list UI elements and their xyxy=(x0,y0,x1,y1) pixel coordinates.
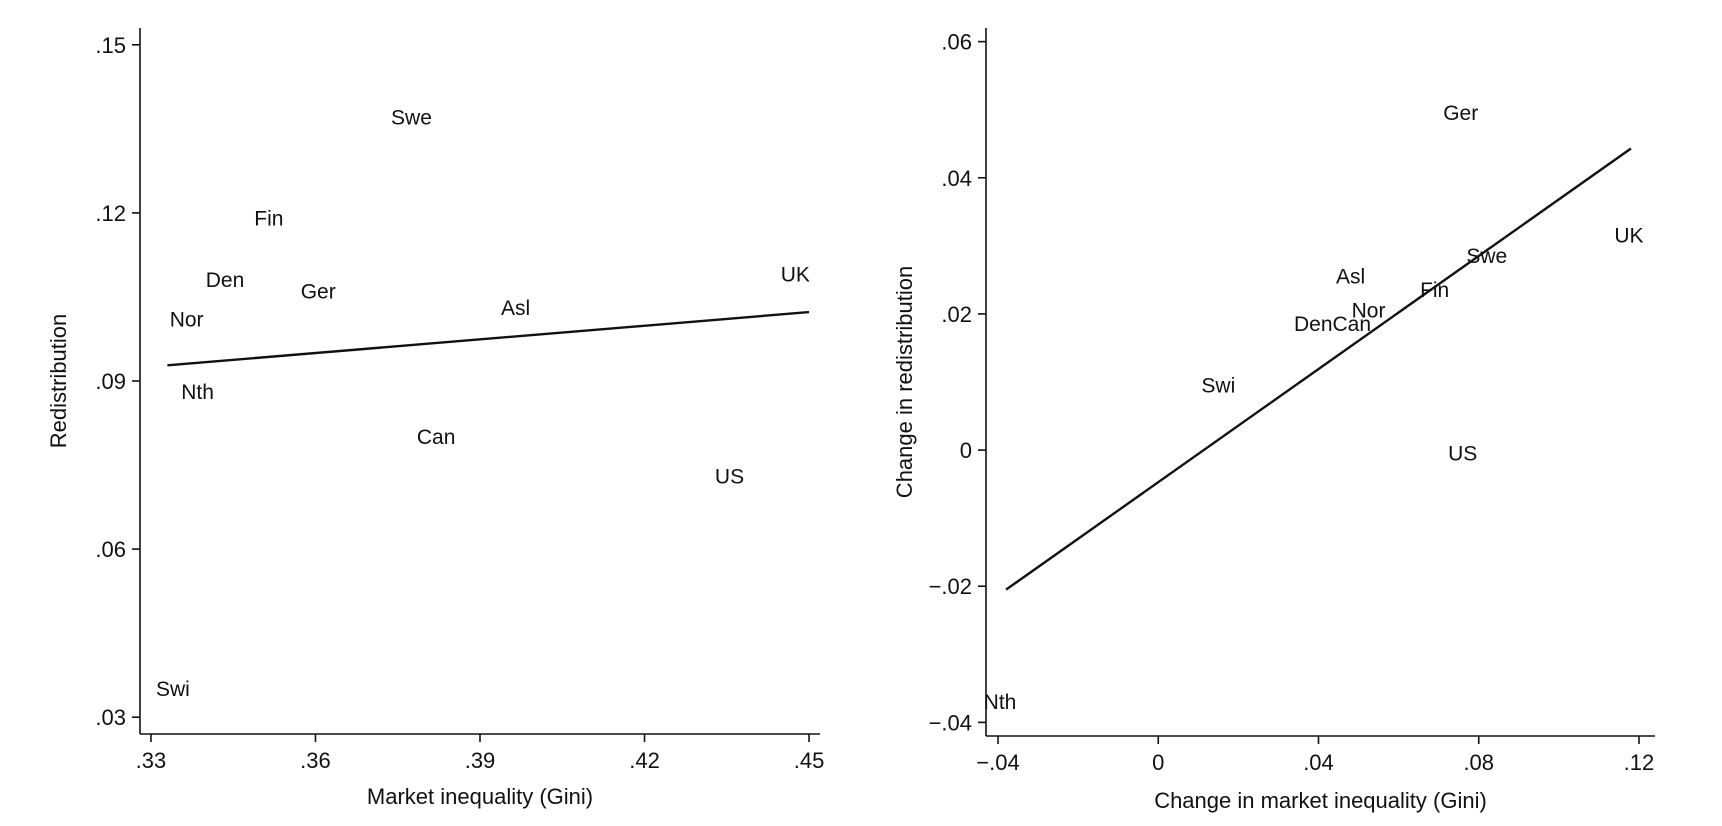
left-x-axis-title: Market inequality (Gini) xyxy=(367,784,593,809)
right-y-tick-label: .06 xyxy=(941,30,972,55)
right-point-swi: Swi xyxy=(1201,374,1235,397)
left-y-tick-label: .03 xyxy=(95,705,126,730)
right-x-tick-label: .04 xyxy=(1303,750,1334,775)
left-y-tick-label: .15 xyxy=(95,33,126,58)
left-point-ger: Ger xyxy=(301,280,336,303)
left-point-can: Can xyxy=(417,426,456,449)
right-point-swe: Swe xyxy=(1466,245,1507,268)
right-y-tick-label: 0 xyxy=(960,438,972,463)
right-point-nth: Nth xyxy=(984,691,1017,714)
left-point-us: US xyxy=(715,465,744,488)
left-point-fin: Fin xyxy=(254,208,283,231)
right-x-axis-title: Change in market inequality (Gini) xyxy=(1154,788,1487,813)
right-y-tick-label: −.04 xyxy=(929,710,972,735)
left-x-tick-label: .42 xyxy=(629,748,660,773)
left-point-nth: Nth xyxy=(181,381,214,404)
right-x-tick-label: .12 xyxy=(1624,750,1655,775)
left-point-swe: Swe xyxy=(391,107,432,130)
right-point-ger: Ger xyxy=(1443,102,1478,125)
right-y-tick-label: .04 xyxy=(941,166,972,191)
right-x-tick-label: .08 xyxy=(1463,750,1494,775)
right-y-axis-title: Change in redistribution xyxy=(892,266,917,498)
left-point-uk: UK xyxy=(781,264,810,287)
right-x-tick-label: −.04 xyxy=(976,750,1019,775)
left-point-den: Den xyxy=(206,269,245,292)
left-y-tick-label: .09 xyxy=(95,369,126,394)
right-fit-line xyxy=(1005,147,1632,591)
right-x-tick-label: 0 xyxy=(1152,750,1164,775)
right-y-tick-label: −.02 xyxy=(929,574,972,599)
left-point-asl: Asl xyxy=(501,297,530,320)
left-y-tick-label: .12 xyxy=(95,201,126,226)
right-scatter-panel: −.04 0 .04 .08 .12 −.04 −.02 0 .02 .04 .06 Ger UK Swe… xyxy=(892,28,1655,813)
right-point-fin: Fin xyxy=(1420,279,1449,302)
left-x-tick-label: .36 xyxy=(300,748,331,773)
right-point-nor: Nor xyxy=(1352,300,1386,323)
left-scatter-panel: .33 .36 .39 .42 .45 .03 .06 .09 .12 .15 Swe Fin Den G… xyxy=(46,28,824,809)
right-point-asl: Asl xyxy=(1336,265,1365,288)
right-point-dencan: DenCan xyxy=(1294,313,1371,336)
right-y-tick-label: .02 xyxy=(941,302,972,327)
left-y-tick-label: .06 xyxy=(95,537,126,562)
left-fit-line xyxy=(167,310,810,367)
left-x-tick-label: .45 xyxy=(794,748,825,773)
left-x-tick-label: .33 xyxy=(136,748,167,773)
left-point-swi: Swi xyxy=(156,678,190,701)
right-point-uk: UK xyxy=(1614,225,1643,248)
left-point-nor: Nor xyxy=(170,308,204,331)
left-y-axis-title: Redistribution xyxy=(46,314,71,449)
right-point-us: US xyxy=(1448,442,1477,465)
left-x-tick-label: .39 xyxy=(465,748,496,773)
